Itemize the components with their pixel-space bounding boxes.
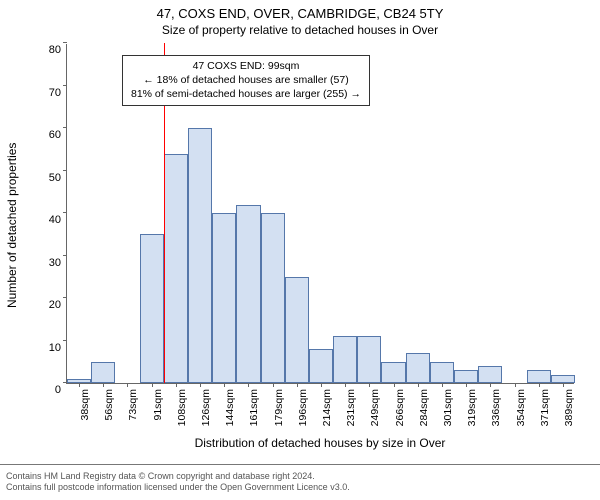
chart-container: 47, COXS END, OVER, CAMBRIDGE, CB24 5TY … [0, 0, 600, 500]
x-tick-label: 144sqm [224, 389, 236, 426]
x-tick-mark [103, 383, 104, 387]
x-tick-label: 301sqm [442, 389, 454, 426]
histogram-bar [430, 362, 454, 383]
y-tick-label: 20 [49, 299, 67, 311]
y-tick-label: 30 [49, 257, 67, 269]
x-tick-mark [394, 383, 395, 387]
x-tick-mark [490, 383, 491, 387]
y-tick-mark [63, 212, 67, 213]
histogram-bar [478, 366, 502, 383]
y-tick-label: 50 [49, 172, 67, 184]
x-tick-mark [176, 383, 177, 387]
y-tick-label: 70 [49, 87, 67, 99]
chart-subtitle: Size of property relative to detached ho… [0, 23, 600, 37]
x-tick-mark [152, 383, 153, 387]
x-axis-label: Distribution of detached houses by size … [195, 436, 446, 450]
footer-line2: Contains full postcode information licen… [6, 482, 594, 494]
x-tick-label: 179sqm [273, 389, 285, 426]
histogram-bar [551, 375, 575, 384]
x-tick-mark [321, 383, 322, 387]
x-tick-mark [442, 383, 443, 387]
x-tick-mark [248, 383, 249, 387]
y-tick-mark [63, 127, 67, 128]
annotation-line3: 81% of semi-detached houses are larger (… [131, 87, 361, 101]
histogram-bar [381, 362, 405, 383]
x-tick-mark [466, 383, 467, 387]
histogram-bar [91, 362, 115, 383]
histogram-bar [406, 353, 430, 383]
x-tick-mark [418, 383, 419, 387]
histogram-bar [261, 213, 285, 383]
x-tick-mark [273, 383, 274, 387]
histogram-bar [285, 277, 309, 383]
y-tick-mark [63, 340, 67, 341]
annotation-line1: 47 COXS END: 99sqm [131, 59, 361, 73]
x-tick-label: 249sqm [369, 389, 381, 426]
x-tick-label: 336sqm [490, 389, 502, 426]
x-tick-label: 354sqm [515, 389, 527, 426]
x-tick-label: 73sqm [127, 389, 139, 421]
x-tick-label: 161sqm [248, 389, 260, 426]
y-tick-mark [63, 297, 67, 298]
x-tick-mark [563, 383, 564, 387]
annotation-line2: ← 18% of detached houses are smaller (57… [131, 73, 361, 87]
y-tick-label: 40 [49, 214, 67, 226]
x-tick-mark [345, 383, 346, 387]
histogram-bar [309, 349, 333, 383]
x-tick-label: 371sqm [539, 389, 551, 426]
x-tick-label: 108sqm [176, 389, 188, 426]
histogram-bar [527, 370, 551, 383]
footer: Contains HM Land Registry data © Crown c… [0, 464, 600, 500]
y-axis-label: Number of detached properties [5, 143, 19, 308]
x-tick-mark [200, 383, 201, 387]
y-tick-mark [63, 255, 67, 256]
histogram-bar [236, 205, 260, 384]
histogram-bar [357, 336, 381, 383]
y-tick-label: 10 [49, 342, 67, 354]
x-tick-label: 56sqm [103, 389, 115, 421]
x-tick-mark [224, 383, 225, 387]
x-tick-mark [515, 383, 516, 387]
x-tick-label: 214sqm [321, 389, 333, 426]
x-tick-mark [297, 383, 298, 387]
footer-line1: Contains HM Land Registry data © Crown c… [6, 471, 594, 483]
x-tick-label: 284sqm [418, 389, 430, 426]
x-tick-label: 319sqm [466, 389, 478, 426]
x-tick-label: 266sqm [394, 389, 406, 426]
histogram-bar [333, 336, 357, 383]
x-tick-label: 389sqm [563, 389, 575, 426]
y-tick-label: 0 [55, 384, 67, 396]
annotation-box: 47 COXS END: 99sqm ← 18% of detached hou… [122, 55, 370, 106]
x-tick-label: 91sqm [152, 389, 164, 421]
x-tick-mark [79, 383, 80, 387]
x-tick-mark [127, 383, 128, 387]
histogram-bar [454, 370, 478, 383]
y-tick-mark [63, 42, 67, 43]
x-tick-mark [369, 383, 370, 387]
histogram-bar [188, 128, 212, 383]
histogram-bar [212, 213, 236, 383]
y-tick-mark [63, 85, 67, 86]
x-tick-label: 196sqm [297, 389, 309, 426]
x-tick-label: 126sqm [200, 389, 212, 426]
x-tick-label: 231sqm [345, 389, 357, 426]
y-tick-label: 60 [49, 129, 67, 141]
chart-title: 47, COXS END, OVER, CAMBRIDGE, CB24 5TY [0, 0, 600, 21]
x-tick-label: 38sqm [79, 389, 91, 421]
y-tick-label: 80 [49, 44, 67, 56]
x-tick-mark [539, 383, 540, 387]
histogram-bar [140, 234, 164, 383]
histogram-bar [164, 154, 188, 384]
y-tick-mark [63, 170, 67, 171]
